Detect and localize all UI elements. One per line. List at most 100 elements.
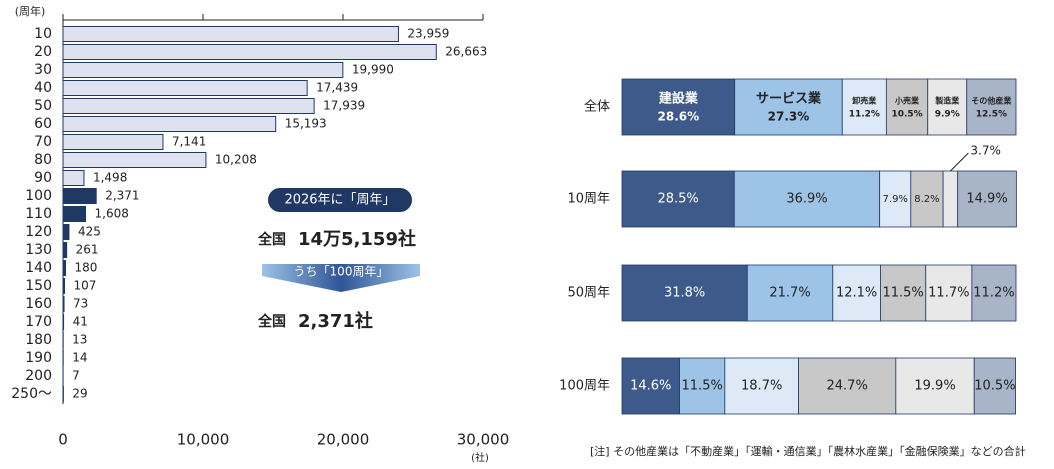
y-tick-label: 170	[25, 314, 52, 330]
arrow	[262, 264, 420, 292]
segment	[966, 78, 1017, 136]
series-name: 小売業	[894, 96, 920, 106]
y-tick-label: 50周年	[567, 286, 610, 301]
value-label: 180	[75, 261, 98, 275]
x-tick-label: 10,000	[177, 431, 230, 449]
y-tick-label: 100周年	[559, 379, 610, 394]
y-tick-label: 200	[25, 368, 52, 384]
segment	[971, 264, 1017, 322]
bar	[62, 26, 399, 42]
y-tick-label: 20	[34, 44, 52, 60]
y-tick-label: 100	[25, 188, 52, 204]
value-label: 10.5%	[974, 379, 1015, 394]
value-label: 10,208	[215, 153, 257, 167]
segment	[879, 170, 912, 228]
bar	[62, 152, 207, 168]
value-label: 11.2%	[973, 286, 1014, 301]
segment	[832, 264, 881, 322]
x-tick-label: 0	[58, 431, 68, 449]
value-label: 12.1%	[836, 286, 877, 301]
segment	[895, 357, 975, 415]
sub-label: 全国	[257, 313, 286, 330]
segment	[885, 78, 929, 136]
bar	[62, 134, 164, 150]
value-label: 14.9%	[966, 192, 1007, 207]
segment	[957, 170, 1017, 228]
value-label: 7	[72, 369, 80, 383]
value-label: 26,663	[445, 45, 487, 59]
segment	[621, 264, 748, 322]
value-label: 9.9%	[935, 110, 960, 120]
segment	[734, 78, 843, 136]
value-label: 28.5%	[657, 192, 698, 207]
value-label: 1,608	[95, 207, 129, 221]
y-tick-label: 250～	[11, 386, 52, 402]
value-label: 19.9%	[914, 379, 955, 394]
y-tick-label: 190	[25, 350, 52, 366]
value-label: 21.7%	[769, 286, 810, 301]
value-label: 41	[73, 315, 88, 329]
y-tick-label: 160	[25, 296, 52, 312]
bar	[62, 170, 85, 186]
value-label: 19,990	[352, 63, 394, 77]
series-name: 建設業	[659, 91, 699, 107]
bar	[62, 224, 70, 240]
bar	[62, 44, 437, 60]
value-label: 29	[72, 387, 87, 401]
y-tick-label: 80	[34, 152, 52, 168]
value-label: 14.6%	[630, 379, 671, 394]
x-axis-label: (社)	[471, 451, 489, 464]
y-tick-label: 10周年	[567, 192, 610, 207]
bar	[62, 278, 65, 294]
bar	[62, 296, 65, 312]
y-tick-label: 90	[34, 170, 52, 186]
leader-line	[950, 152, 969, 172]
segment	[910, 170, 944, 228]
segment	[724, 357, 799, 415]
y-tick-label: 50	[34, 98, 52, 114]
y-tick-label: 180	[25, 332, 52, 348]
y-tick-label: 110	[25, 206, 52, 222]
value-label: 18.7%	[741, 379, 782, 394]
value-label: 11.2%	[849, 110, 880, 120]
note: [注] その他産業は「不動産業」「運輸・通信業」「農林水産業」「金融保険業」など…	[590, 444, 1026, 458]
series-name: 製造業	[934, 96, 960, 106]
value-label: 13	[72, 333, 87, 347]
y-tick-label: 40	[34, 80, 52, 96]
y-tick-label: 70	[34, 134, 52, 150]
y-tick-label: 130	[25, 242, 52, 258]
value-label: 7,141	[172, 135, 206, 149]
series-name: サービス業	[756, 91, 822, 107]
total-value: 14万5,159社	[298, 228, 416, 250]
value-label: 15,193	[285, 117, 327, 131]
value-label: 17,439	[316, 81, 358, 95]
arrow-label: うち「100周年」	[294, 265, 389, 279]
value-label: 31.8%	[664, 286, 705, 301]
segment	[621, 78, 736, 136]
value-label: 11.5%	[682, 379, 723, 394]
value-label: 36.9%	[786, 192, 827, 207]
value-label: 3.7%	[970, 144, 1001, 158]
segment	[973, 357, 1017, 415]
value-label: 11.5%	[882, 286, 923, 301]
value-label: 73	[73, 297, 88, 311]
value-label: 1,498	[93, 171, 127, 185]
total-label: 全国	[257, 231, 286, 248]
bar	[62, 314, 65, 330]
y-tick-label: 120	[25, 224, 52, 240]
segment	[927, 78, 968, 136]
value-label: 23,959	[407, 27, 449, 41]
segment	[621, 357, 680, 415]
badge: 2026年に「周年」	[284, 193, 395, 208]
value-label: 10.5%	[891, 110, 922, 120]
value-label: 17,939	[323, 99, 365, 113]
segment	[621, 170, 735, 228]
y-tick-label: 150	[25, 278, 52, 294]
y-tick-label: 30	[34, 62, 52, 78]
sub-value: 2,371社	[298, 310, 373, 332]
value-label: 24.7%	[827, 379, 868, 394]
value-label: 425	[78, 225, 101, 239]
bar	[62, 188, 97, 204]
y-tick-label: 全体	[584, 99, 610, 115]
